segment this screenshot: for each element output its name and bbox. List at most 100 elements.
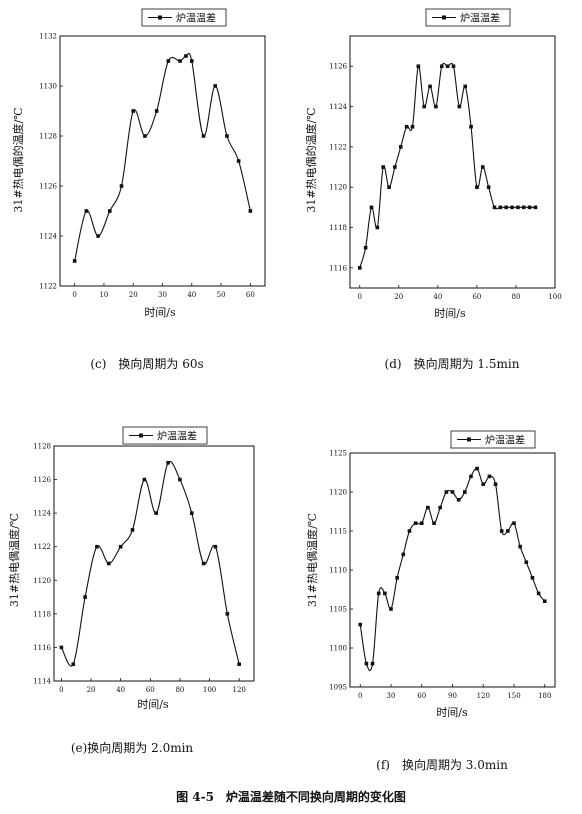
data-point	[225, 134, 229, 138]
data-point	[416, 64, 421, 69]
data-point	[376, 591, 381, 596]
legend-label: 炉温温差	[460, 12, 500, 25]
data-point	[475, 185, 479, 189]
data-point	[469, 474, 473, 479]
x-tick-label: 90	[448, 692, 457, 700]
legend-box	[141, 8, 227, 27]
data-point	[236, 159, 241, 163]
x-axis-label: 时间/s	[434, 307, 466, 320]
data-point	[107, 209, 112, 213]
y-tick-label: 1120	[329, 184, 347, 192]
data-point	[184, 54, 188, 58]
data-point	[381, 165, 385, 169]
x-axis-label: 时间/s	[144, 306, 176, 319]
legend-marker	[442, 15, 446, 20]
y-axis-label: 31#热电偶温度/℃	[7, 513, 21, 607]
y-tick-label: 1124	[329, 103, 347, 111]
data-point	[413, 521, 418, 525]
x-tick-label: 30	[387, 692, 396, 700]
legend-label: 炉温温差	[157, 430, 197, 443]
y-tick-label: 1122	[39, 283, 57, 291]
data-point	[369, 205, 374, 210]
x-tick-label: 60	[146, 686, 155, 694]
y-tick-label: 1114	[33, 678, 51, 686]
x-tick-label: 50	[217, 291, 226, 299]
data-point	[213, 544, 218, 549]
y-tick-label: 1120	[33, 577, 51, 585]
panel-caption: (e)换向周期为 2.0min	[71, 740, 194, 755]
y-axis-label: 31#热电偶的温度/℃	[11, 107, 25, 212]
data-point	[536, 591, 541, 596]
x-tick-label: 100	[203, 686, 216, 694]
data-point	[533, 205, 538, 210]
x-tick-label: 0	[358, 293, 362, 301]
y-axis-label: 31#热电偶的温度/℃	[304, 107, 318, 212]
plot-frame	[349, 452, 556, 688]
y-tick-label: 1126	[33, 476, 51, 484]
x-tick-label: 150	[507, 692, 520, 700]
data-point	[463, 490, 467, 494]
series-line	[74, 52, 251, 262]
legend-label: 炉温温差	[485, 434, 525, 447]
data-point	[512, 521, 516, 525]
data-point	[492, 205, 497, 210]
data-point	[450, 490, 455, 494]
figure-caption: 图 4-5 炉温温差随不同换向周期的变化图	[176, 789, 406, 804]
data-point	[189, 59, 194, 63]
y-tick-label: 1125	[329, 450, 347, 458]
x-tick-label: 80	[511, 293, 520, 301]
chart-panel-0: 0 10 20 30 40 50 60 1122 1124 1126 1128 1130 1132 炉温温…	[11, 8, 266, 371]
data-point	[375, 225, 380, 230]
x-tick-label: 10	[99, 291, 108, 299]
data-point	[445, 64, 450, 69]
data-point	[499, 529, 504, 533]
plot-frame	[59, 35, 266, 287]
y-tick-label: 1122	[33, 543, 51, 551]
data-point	[451, 64, 456, 69]
data-point	[358, 622, 363, 627]
legend-box	[122, 426, 208, 445]
x-tick-label: 0	[59, 686, 63, 694]
x-tick-label: 120	[477, 692, 490, 700]
data-point	[439, 64, 444, 69]
series-line	[60, 461, 240, 667]
y-tick-label: 1126	[329, 63, 347, 71]
panel-caption: (c) 换向周期为 60s	[90, 356, 203, 371]
y-tick-label: 1105	[329, 606, 347, 614]
y-tick-label: 1128	[33, 443, 51, 451]
x-tick-label: 40	[116, 686, 125, 694]
x-tick-label: 180	[538, 692, 551, 700]
x-tick-label: 20	[129, 291, 138, 299]
plot-frame	[349, 35, 556, 289]
data-point	[516, 205, 520, 210]
data-point	[542, 599, 547, 603]
panel-caption: (f) 换向周期为 3.0min	[376, 757, 508, 772]
data-point	[248, 209, 253, 213]
data-point	[426, 505, 430, 510]
y-tick-label: 1120	[329, 489, 347, 497]
y-tick-label: 1110	[329, 567, 347, 575]
data-point	[201, 134, 206, 138]
data-point	[504, 205, 508, 210]
x-axis-label: 时间/s	[137, 698, 169, 711]
data-point	[84, 209, 89, 213]
y-tick-label: 1115	[329, 528, 347, 536]
data-point	[422, 104, 426, 109]
data-point	[444, 490, 449, 494]
data-point	[438, 505, 442, 510]
data-point	[463, 84, 467, 89]
data-point	[481, 482, 486, 486]
data-point	[237, 662, 241, 667]
data-point	[506, 529, 510, 533]
data-point	[398, 145, 403, 149]
data-point	[225, 612, 230, 616]
data-point	[383, 591, 387, 596]
data-point	[387, 185, 391, 189]
y-tick-label: 1128	[39, 133, 57, 141]
data-point	[201, 561, 206, 566]
data-point	[393, 165, 397, 169]
data-point	[357, 266, 362, 270]
y-tick-label: 1100	[329, 645, 347, 653]
data-point	[143, 134, 147, 138]
